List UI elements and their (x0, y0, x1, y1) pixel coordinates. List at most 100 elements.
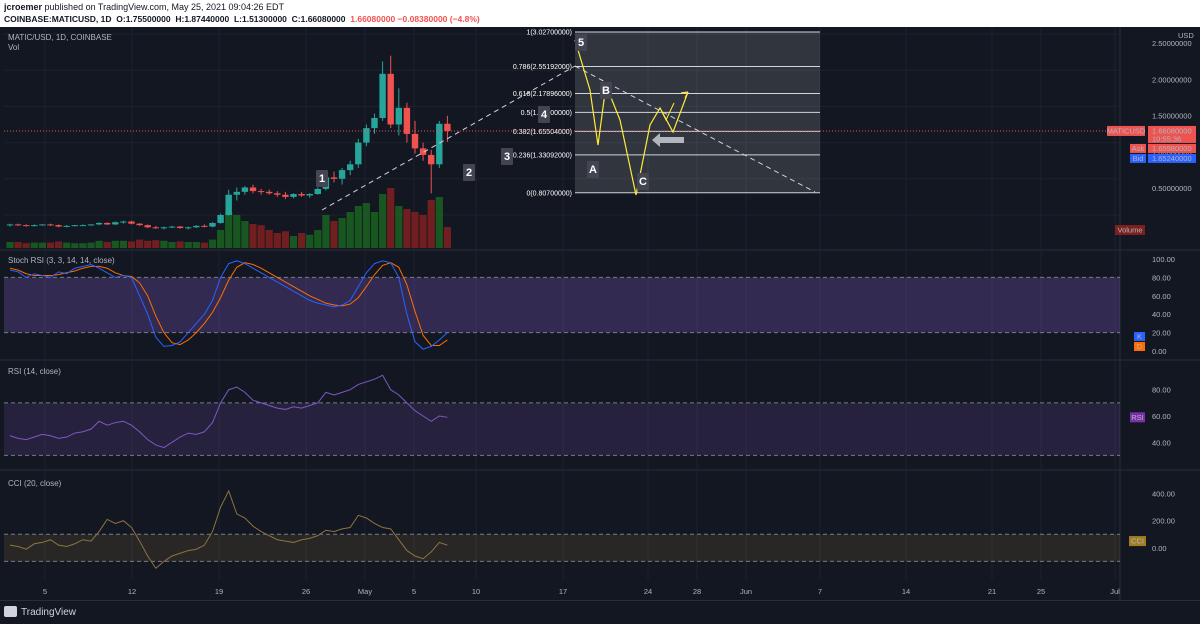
wave-label-box[interactable] (316, 170, 328, 187)
volume-bar (249, 224, 257, 248)
d-tag: D (1137, 342, 1143, 351)
candle-body (411, 133, 419, 149)
candle-body (395, 107, 402, 125)
candle-body (185, 227, 192, 229)
wave-label: 2 (466, 167, 472, 179)
volume-bar (192, 242, 200, 248)
stoch-axis-label: 20.00 (1152, 329, 1171, 338)
arrow-annotation-icon[interactable] (652, 133, 684, 147)
stoch-rsi-title: Stoch RSI (3, 3, 14, 14, close) (8, 256, 115, 265)
rsi-line (9, 374, 448, 449)
symbol-line: COINBASE:MATICUSD, 1D (4, 14, 112, 24)
candle-body (14, 224, 22, 226)
candle-body (71, 225, 78, 227)
wave-label: 3 (504, 151, 510, 163)
stoch-k-line (9, 260, 448, 350)
candle-body (79, 225, 87, 227)
candle-body (338, 170, 346, 179)
candle-body (387, 73, 394, 125)
volume-bar (241, 221, 249, 248)
bid-value-box (1148, 153, 1196, 163)
ohlc-low: L:1.51300000 (233, 14, 287, 24)
volume-bar (387, 188, 395, 248)
candle-body (23, 225, 30, 227)
volume-bar (184, 242, 192, 248)
time-axis-label: Jun (740, 587, 752, 596)
stoch-axis-label: 40.00 (1152, 310, 1171, 319)
price-axis-label: 0.50000000 (1152, 184, 1192, 193)
time-axis-label: 21 (988, 587, 996, 596)
volume-bar (265, 230, 273, 248)
footer-bar: TradingView (0, 600, 1200, 624)
candle-body (136, 223, 143, 226)
volume-bar (395, 206, 403, 248)
published-text: published on TradingView.com, May 25, 20… (44, 2, 285, 12)
volume-bar (330, 221, 338, 248)
tradingview-logo[interactable]: TradingView (4, 606, 76, 618)
volume-bar (217, 230, 225, 248)
author-name[interactable]: jcroemer (4, 2, 43, 12)
candle-body (209, 222, 216, 227)
wave-label-box[interactable] (501, 148, 513, 165)
volume-bar (71, 243, 79, 248)
volume-tag: Volume (1117, 226, 1142, 235)
drawing-annotations[interactable]: 1 2 3 4 5 A B C (4, 34, 1120, 211)
time-axis-label: 25 (1037, 587, 1045, 596)
wave-label-box[interactable] (575, 34, 587, 51)
volume-bar (346, 212, 354, 248)
indicator-bands (4, 276, 1120, 562)
time-axis-label: Jul (1110, 587, 1120, 596)
rsi-tag: RSI (1131, 413, 1144, 422)
volume-bar (46, 242, 55, 248)
candle-body (330, 177, 338, 179)
candle-body (314, 188, 321, 195)
trend-line-dashed[interactable] (574, 65, 816, 193)
candle-body (266, 191, 273, 194)
volume-bar (233, 215, 241, 248)
cci-axis-label: 200.00 (1152, 517, 1175, 526)
time-axis-label: May (358, 587, 372, 596)
fibonacci-retracement[interactable]: 1(3.02700000) 0.786(2.55192000) 0.618(2.17… (513, 30, 820, 198)
time-axis-label: 5 (412, 587, 416, 596)
time-axis-label: 7 (818, 587, 822, 596)
time-axis-label: 28 (693, 587, 701, 596)
bid-value: 1.65240000 (1152, 154, 1192, 163)
volume-bar (411, 212, 419, 248)
wave-label-box[interactable] (538, 106, 550, 123)
cci-title: CCI (20, close) (8, 479, 62, 488)
chart-area[interactable]: 1(3.02700000) 0.786(2.55192000) 0.618(2.17… (0, 27, 1200, 600)
volume-bar (403, 209, 411, 248)
stoch-axis-label: 80.00 (1152, 273, 1171, 282)
candle-body (6, 224, 14, 226)
stoch-d-line (9, 262, 448, 346)
bid-label-box (1130, 153, 1146, 163)
candlestick-series (6, 55, 451, 230)
volume-bar (273, 233, 281, 248)
time-axis-label: 19 (215, 587, 223, 596)
volume-bar (22, 243, 30, 248)
wave-label-box[interactable] (463, 164, 475, 181)
fib-level-label: 0.236(1.33092000) (513, 152, 572, 159)
ohlc-line: COINBASE:MATICUSD, 1D O:1.75500000 H:1.8… (4, 14, 480, 24)
bid-label: Bid (1133, 154, 1144, 163)
trend-line-dashed[interactable] (321, 65, 576, 211)
candle-body (152, 227, 159, 229)
ask-label: Ask (1132, 144, 1145, 153)
wave-label-box[interactable] (587, 161, 599, 178)
candle-body (379, 73, 386, 118)
ohlc-open: O:1.75500000 (116, 14, 171, 24)
candle-body (120, 221, 127, 223)
volume-bar (127, 241, 136, 248)
ask-value-box (1148, 143, 1196, 153)
wave-label-box[interactable] (637, 173, 649, 190)
volume-bar (14, 242, 22, 248)
rsi-band (4, 402, 1120, 456)
volume-bar (38, 242, 46, 248)
candle-body (193, 225, 200, 228)
price-axis[interactable]: 100.00 80.00 60.00 40.00 20.00 0.00 KD 80.00 60.… (1107, 27, 1196, 553)
k-tag: K (1137, 332, 1142, 341)
volume-bar (281, 231, 289, 248)
time-axis[interactable]: 5 12 19 26 May 5 10 17 24 28 Jun 7 14 21 25 Jul (43, 587, 1120, 596)
wave-label-box[interactable] (600, 82, 612, 99)
fib-level-label: 0.382(1.65504000) (513, 129, 572, 136)
